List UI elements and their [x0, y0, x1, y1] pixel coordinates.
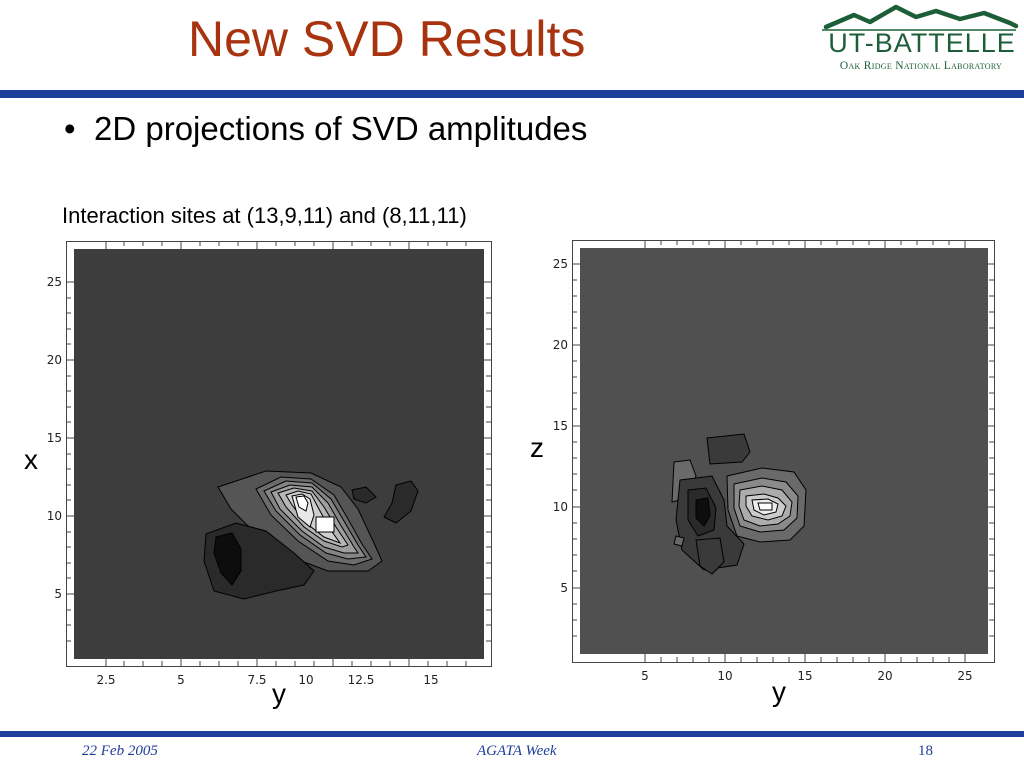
projection-plot-yx: 2.5 5 7.5 10 12.5 15	[66, 241, 492, 687]
x-tick-label: 20	[877, 669, 892, 683]
x-tick-label: 7.5	[247, 673, 266, 687]
plots-caption: Interaction sites at (13,9,11) and (8,11…	[62, 203, 467, 228]
ut-battelle-logo: UT-BATTELLE Oak Ridge National Laborator…	[812, 0, 1024, 84]
plot-area	[580, 248, 988, 654]
mountain-logo-icon	[822, 4, 1019, 31]
y-tick-label: 5	[560, 581, 568, 595]
y-tick-label: 25	[47, 275, 62, 289]
y-tick-label: 20	[553, 338, 568, 352]
left-plot-ylabel: x	[24, 444, 38, 475]
tick-marks	[572, 240, 994, 662]
y-tick-label: 10	[553, 500, 568, 514]
x-tick-label: 12.5	[348, 673, 375, 687]
footer-event: AGATA Week	[477, 743, 557, 759]
x-tick-label: 10	[717, 669, 732, 683]
projection-plot-yz: 5 10 15 20 25	[572, 240, 995, 683]
x-tick-labels: 5 10 15 20 25	[641, 669, 972, 683]
footer-page-number: 18	[918, 743, 933, 759]
y-tick-label: 10	[47, 509, 62, 523]
contour-map	[203, 470, 419, 600]
contour-map	[671, 433, 807, 575]
y-tick-label: 20	[47, 353, 62, 367]
y-tick-label: 15	[47, 431, 62, 445]
logo-main-text: UT-BATTELLE	[828, 28, 1016, 58]
right-plot-xlabel: y	[772, 676, 786, 707]
tick-marks	[66, 241, 491, 666]
plot-area	[74, 249, 484, 659]
x-tick-labels: 2.5 5 7.5 10 12.5 15	[96, 673, 438, 687]
x-tick-label: 5	[177, 673, 185, 687]
y-tick-label: 5	[54, 587, 62, 601]
x-tick-label: 15	[797, 669, 812, 683]
y-tick-label: 15	[553, 419, 568, 433]
x-tick-label: 15	[423, 673, 438, 687]
right-plot-y-ticks: 25 20 15 10 5	[553, 257, 568, 595]
bullet-icon: •	[64, 110, 76, 147]
header-rule	[0, 90, 1024, 98]
footer-rule	[0, 731, 1024, 737]
left-plot-xlabel: y	[272, 678, 286, 709]
slide-title: New SVD Results	[188, 11, 586, 67]
x-tick-label: 25	[957, 669, 972, 683]
bullet-item: • 2D projections of SVD amplitudes	[64, 110, 587, 148]
logo-sub-text: Oak Ridge National Laboratory	[839, 60, 1003, 72]
x-tick-label: 10	[298, 673, 313, 687]
bullet-text: 2D projections of SVD amplitudes	[94, 110, 588, 147]
right-plot-ylabel: z	[530, 432, 544, 463]
left-plot-y-ticks: 25 20 15 10 5	[47, 275, 62, 601]
y-tick-label: 25	[553, 257, 568, 271]
footer-date: 22 Feb 2005	[82, 743, 158, 759]
x-tick-label: 2.5	[96, 673, 115, 687]
x-tick-label: 5	[641, 669, 649, 683]
